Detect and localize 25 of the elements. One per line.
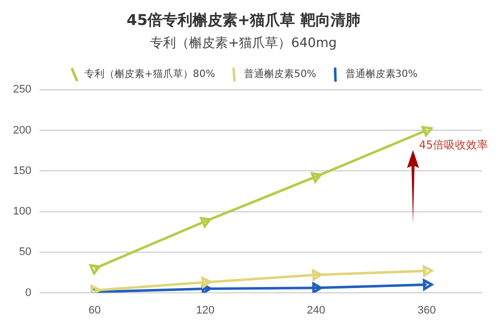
- chart-subtitle: 专利（槲皮素+猫爪草）640mg: [150, 36, 337, 52]
- legend-label: 普通槲皮素30%: [345, 68, 418, 80]
- point: [310, 172, 322, 183]
- point: [201, 276, 212, 288]
- point: [422, 265, 433, 277]
- chart-title: 45倍专利槲皮素+猫爪草 靶向清肺: [126, 10, 360, 29]
- legend-label: 普通槲皮素50%: [244, 68, 316, 80]
- point: [421, 126, 433, 136]
- point: [422, 279, 433, 290]
- y-tick-label: 150: [12, 164, 32, 177]
- x-tick-label: 240: [306, 304, 326, 316]
- y-tick-label: 50: [19, 246, 32, 258]
- y-tick-label: 250: [12, 84, 32, 96]
- x-tick-label: 360: [417, 304, 436, 316]
- y-tick-label: 0: [25, 286, 32, 299]
- legend-label: 专利（槲皮素+猫爪草）80%: [84, 68, 216, 80]
- point: [312, 282, 322, 293]
- x-tick-label: 120: [196, 304, 215, 316]
- y-tick-label: 100: [12, 206, 32, 218]
- point: [200, 217, 212, 228]
- x-tick-label: 60: [88, 304, 101, 316]
- annotation: 45倍吸收效率: [419, 138, 488, 152]
- point: [312, 270, 322, 281]
- point: [89, 264, 101, 275]
- y-tick-label: 200: [12, 124, 32, 136]
